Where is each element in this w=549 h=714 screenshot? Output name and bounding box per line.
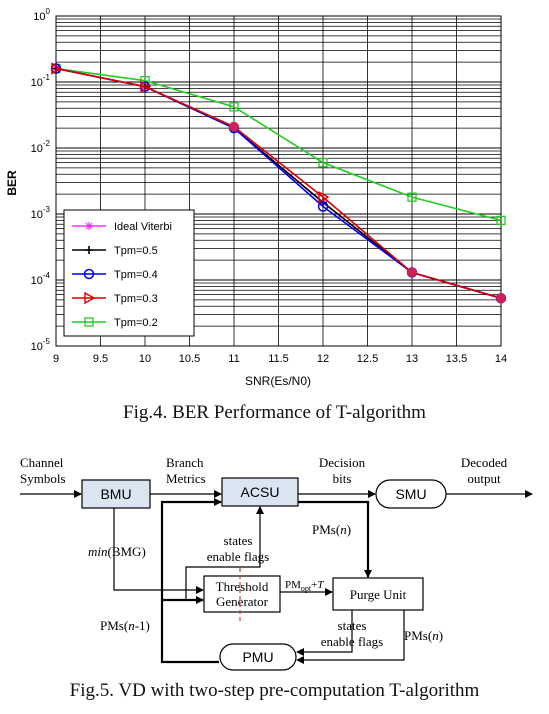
data-point xyxy=(84,317,94,327)
fig5-caption: Fig.5. VD with two-step pre-computation … xyxy=(69,680,480,701)
fig4-caption: Fig.4. BER Performance of T-algorithm xyxy=(123,402,426,423)
y-tick-label: 10-5 xyxy=(31,337,51,353)
min-bmg-label: min(BMG) xyxy=(88,544,146,559)
data-point xyxy=(496,215,506,226)
decoded-label-line1: Decoded xyxy=(461,455,508,470)
branch-label-line1: Branch xyxy=(166,455,204,470)
x-tick-label: 12 xyxy=(317,353,329,365)
arrow-purge-pms-to-pmu xyxy=(296,610,405,664)
y-tick-base: 10 xyxy=(31,77,43,89)
y-tick-base: 10 xyxy=(31,341,43,353)
x-tick-label: 11 xyxy=(228,353,239,365)
data-point xyxy=(140,80,152,93)
legend-label: Tpm=0.2 xyxy=(114,317,158,329)
x-tick-label: 9.5 xyxy=(93,353,108,365)
series-line xyxy=(55,67,502,222)
y-tick-exponent: -5 xyxy=(43,337,51,346)
y-tick-label: 10-1 xyxy=(31,73,51,89)
legend: Ideal Viterbi Tpm=0.5 Tpm=0.4 Tpm=0.3 Tpm=0.… xyxy=(63,209,195,337)
x-tick-label: 13.5 xyxy=(446,353,467,365)
y-tick-exponent: -3 xyxy=(43,205,51,214)
y-tick-exponent: -1 xyxy=(43,73,51,82)
pms-n-label-right: PMs(n) xyxy=(404,628,443,643)
legend-box xyxy=(63,209,195,337)
threshold-generator-block xyxy=(203,575,281,613)
block-diagram: BMU ACSU SMU Threshold Generator Purge U… xyxy=(20,455,533,671)
pms-n-minus-1-label: PMs(n-1) xyxy=(100,618,150,633)
y-tick-label: 10-2 xyxy=(31,139,51,155)
x-axis-label: SNR(Es/N0) xyxy=(245,374,311,388)
series-line xyxy=(55,67,502,299)
pmu-label: PMU xyxy=(242,649,273,665)
purge-unit-label: Purge Unit xyxy=(350,587,407,602)
x-tick-label: 11.5 xyxy=(268,353,289,365)
data-point xyxy=(407,192,417,202)
x-tick-labels: 9 9.5 10 10.5 11 11.5 12 12.5 13 13.5 14 xyxy=(53,353,507,365)
x-tick-label: 13 xyxy=(406,353,418,365)
data-point xyxy=(51,62,63,75)
channel-label-line1: Channel xyxy=(20,455,64,470)
y-axis-label: BER xyxy=(5,170,19,196)
legend-label: Tpm=0.4 xyxy=(114,269,158,281)
purge-unit-block xyxy=(332,577,424,611)
decision-label-line1: Decision xyxy=(319,455,366,470)
arrow-pmu-loop-to-acsu xyxy=(160,498,222,664)
x-tick-label: 10 xyxy=(139,353,151,365)
states-flags-top-line2: enable flags xyxy=(207,549,269,564)
x-tick-label: 12.5 xyxy=(357,353,378,365)
pmopt-label: PMopt+T xyxy=(285,579,324,593)
data-point xyxy=(318,190,330,204)
legend-label: Tpm=0.5 xyxy=(114,245,158,257)
y-tick-label: 10-4 xyxy=(31,271,51,287)
channel-label-line2: Symbols xyxy=(20,471,66,486)
y-tick-exponent: 0 xyxy=(46,7,51,16)
x-tick-label: 10.5 xyxy=(179,353,200,365)
acsu-label: ACSU xyxy=(241,484,280,500)
bmu-block xyxy=(81,479,151,509)
data-point xyxy=(85,222,93,230)
y-tick-base: 10 xyxy=(31,275,43,287)
data-point xyxy=(317,201,329,212)
y-tick-exponent: -2 xyxy=(43,139,51,148)
arrow-flags-to-acsu xyxy=(185,506,264,600)
decision-label-line2: bits xyxy=(333,471,352,486)
data-point xyxy=(229,102,239,112)
decoded-label-line2: output xyxy=(467,471,501,486)
arrow-purge-flags-to-pmu xyxy=(296,610,353,656)
series-tpm-0-3 xyxy=(51,62,506,304)
data-point xyxy=(83,268,95,280)
data-point xyxy=(84,291,96,305)
x-tick-label: 9 xyxy=(53,353,59,365)
pms-n-label-top: PMs(n) xyxy=(312,522,351,537)
states-flags-top-line1: states xyxy=(224,533,253,548)
y-tick-base: 10 xyxy=(31,209,43,221)
x-tick-label: 14 xyxy=(495,353,507,365)
data-point xyxy=(496,293,506,304)
y-tick-base: 10 xyxy=(33,11,45,23)
data-point xyxy=(85,246,93,254)
legend-label: Tpm=0.3 xyxy=(114,293,158,305)
threshold-label-line1: Threshold xyxy=(216,579,269,594)
legend-label: Ideal Viterbi xyxy=(114,221,172,233)
data-point xyxy=(318,157,328,168)
acsu-block xyxy=(221,477,299,507)
y-tick-label: 10-3 xyxy=(31,205,51,221)
arrow-bmu-to-threshold xyxy=(113,508,204,594)
y-tick-base: 10 xyxy=(31,143,43,155)
series-layer xyxy=(50,62,507,304)
branch-label-line2: Metrics xyxy=(166,471,206,486)
data-point xyxy=(229,121,239,132)
data-point xyxy=(407,267,417,278)
ber-chart: 9 9.5 10 10.5 11 11.5 12 12.5 13 13.5 14 10010-110… xyxy=(5,7,507,388)
arrow-acsu-to-purge xyxy=(298,500,372,578)
y-tick-exponent: -4 xyxy=(43,271,51,280)
smu-label: SMU xyxy=(395,486,426,502)
threshold-label-line2: Generator xyxy=(216,594,269,609)
bmu-label: BMU xyxy=(100,486,131,502)
y-tick-label: 100 xyxy=(33,7,50,23)
